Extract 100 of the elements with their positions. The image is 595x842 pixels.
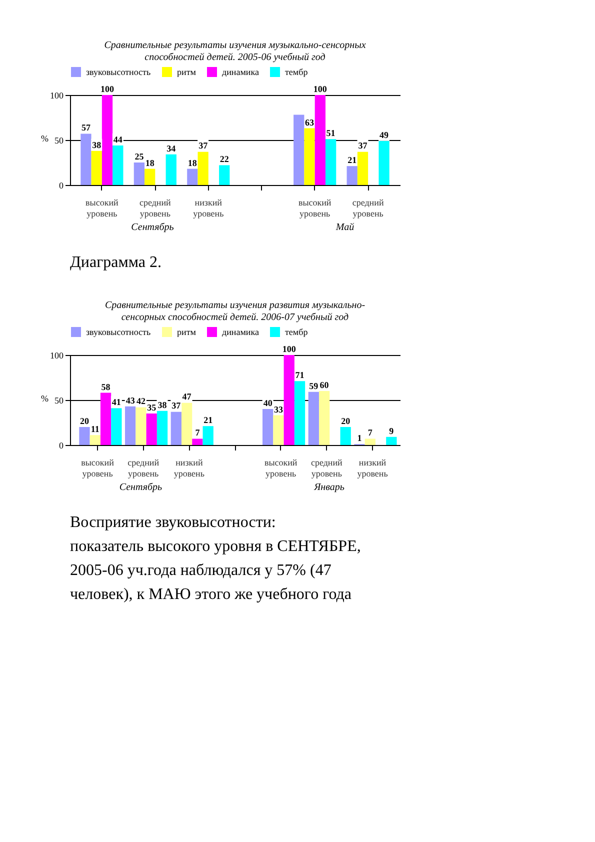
data-label: 18	[188, 158, 198, 168]
chart-title: Сравнительные результаты изучения развития музыкально-сенсорных способностей детей. 2006-07 учебный год	[104, 300, 366, 323]
data-label: 100	[282, 344, 296, 354]
bar	[294, 114, 304, 185]
data-label: 9	[389, 426, 394, 436]
legend-label: динамика	[222, 67, 259, 77]
data-label: 1	[357, 433, 362, 444]
bar	[378, 140, 390, 185]
data-label: 60	[320, 380, 330, 390]
bar	[314, 95, 326, 185]
text: Январь	[313, 482, 345, 493]
data-label: 63	[305, 117, 315, 128]
bar	[80, 134, 92, 185]
data-label: 18	[145, 158, 155, 168]
data-label: 37	[358, 140, 368, 151]
data-label: 40	[263, 398, 273, 408]
bar	[262, 409, 274, 445]
bar	[364, 438, 376, 445]
y-tick-label: 0	[59, 440, 64, 450]
data-label: 57	[81, 122, 91, 133]
legend-label: ритм	[177, 327, 196, 337]
bar	[192, 438, 203, 445]
data-label: 22	[220, 154, 230, 164]
bar	[294, 381, 306, 445]
bar	[156, 410, 168, 445]
bar	[170, 412, 182, 445]
data-label: 41	[112, 397, 122, 408]
data-label: 100	[313, 84, 328, 94]
y-tick-label: 50	[54, 396, 64, 406]
legend-label: ритм	[177, 67, 196, 77]
data-label: 7	[368, 428, 373, 438]
bar	[187, 168, 198, 185]
data-label: 49	[380, 130, 390, 140]
data-label: 35	[147, 402, 157, 412]
bar	[112, 145, 124, 185]
y-tick-label: 100	[50, 90, 64, 100]
bar	[90, 435, 100, 445]
x-tick-label: низкий уровень	[174, 458, 204, 478]
data-label: 38	[158, 400, 168, 410]
x-tick-label: низкий уровень	[193, 198, 224, 218]
bar	[357, 152, 368, 185]
bar	[202, 426, 214, 445]
bar	[304, 128, 315, 185]
legend-label: звуковысотность	[86, 327, 151, 337]
bar	[91, 150, 102, 185]
data-label: 21	[204, 415, 214, 426]
data-label: 44	[113, 134, 123, 144]
bar	[308, 392, 319, 445]
text: Сентябрь	[131, 222, 174, 233]
x-tick-label: средний уровень	[352, 198, 384, 218]
bar	[219, 165, 230, 185]
x-tick-label: высокий уровень	[81, 458, 114, 478]
legend-label: тембр	[285, 67, 308, 77]
bar	[340, 427, 351, 445]
y-axis-title: %	[41, 134, 49, 144]
x-tick-label: высокий уровень	[86, 198, 119, 218]
text: показатель высокого уровня в СЕНТЯБРЕ, 2005-06 уч.года наблюдался у 57% (47 человек), к МАЮ этого же учебного года	[70, 538, 361, 603]
bar	[284, 355, 294, 445]
data-label: 71	[295, 370, 305, 380]
x-tick-label: средний уровень	[139, 198, 172, 218]
x-tick-label: средний уровень	[128, 458, 160, 478]
bar	[198, 152, 208, 185]
legend-label: динамика	[222, 327, 259, 337]
data-label: 43	[126, 395, 136, 406]
data-label: 11	[90, 424, 100, 434]
data-label: 25	[134, 152, 144, 162]
bar	[111, 408, 122, 445]
bar	[386, 436, 397, 445]
x-tick-label: средний уровень	[310, 458, 343, 478]
legend-label: звуковысотность	[86, 67, 151, 77]
text: Восприятие звуковысотности:	[70, 514, 276, 531]
bar	[79, 427, 90, 445]
bar	[318, 391, 330, 445]
bar	[134, 162, 145, 185]
text: Диаграмма 2.	[70, 254, 162, 271]
data-label: 59	[309, 380, 319, 391]
x-tick-label: низкий уровень	[357, 458, 388, 478]
data-label: 47	[182, 392, 192, 402]
y-tick-label: 100	[50, 350, 64, 360]
data-label: 38	[92, 140, 102, 150]
data-label: 33	[274, 404, 284, 414]
legend-label: тембр	[285, 327, 308, 337]
bar	[325, 139, 336, 185]
data-label: 37	[198, 140, 208, 151]
data-label: 58	[101, 382, 111, 392]
bar	[346, 166, 358, 185]
text: Май	[334, 222, 354, 233]
bar	[273, 415, 284, 445]
data-label: 20	[341, 416, 351, 426]
y-axis-title: %	[41, 394, 49, 404]
y-tick-label: 0	[59, 180, 64, 190]
data-label: 20	[80, 416, 90, 426]
data-label: 100	[100, 84, 115, 94]
bar	[146, 414, 157, 445]
data-label: 34	[166, 143, 176, 154]
y-tick-label: 50	[54, 136, 64, 146]
data-label: 51	[326, 128, 336, 138]
text: Сентябрь	[119, 482, 163, 493]
bar	[166, 154, 176, 185]
chart-title: Сравнительные результаты изучения музыкально-сенсорных способностей детей. 2005-06 учебный год	[104, 40, 366, 63]
